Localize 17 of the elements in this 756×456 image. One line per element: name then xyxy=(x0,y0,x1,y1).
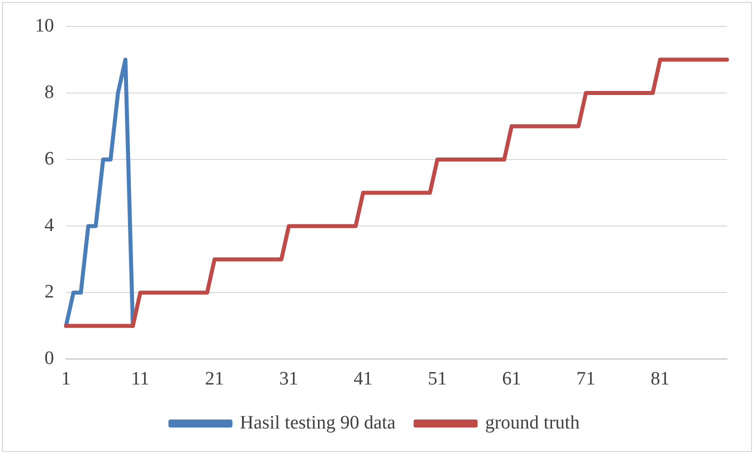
x-tick-label: 61 xyxy=(502,368,522,390)
x-tick-label: 81 xyxy=(650,368,670,390)
y-tick-label: 4 xyxy=(44,215,54,236)
y-tick-label: 8 xyxy=(44,82,54,103)
x-tick-label: 51 xyxy=(428,368,447,390)
y-tick-label: 2 xyxy=(44,282,54,303)
x-tick-label: 1 xyxy=(61,368,71,390)
y-tick-label: 6 xyxy=(44,148,54,170)
x-tick-label: 11 xyxy=(131,368,150,390)
x-tick-label: 71 xyxy=(576,368,596,390)
x-tick-label: 31 xyxy=(279,368,298,390)
y-tick-label: 0 xyxy=(44,348,54,370)
y-tick-label: 10 xyxy=(35,15,54,36)
x-tick-label: 41 xyxy=(354,368,373,390)
legend-label: ground truth xyxy=(485,412,580,434)
legend-label: Hasil testing 90 data xyxy=(240,412,396,434)
x-tick-label: 21 xyxy=(205,368,224,390)
